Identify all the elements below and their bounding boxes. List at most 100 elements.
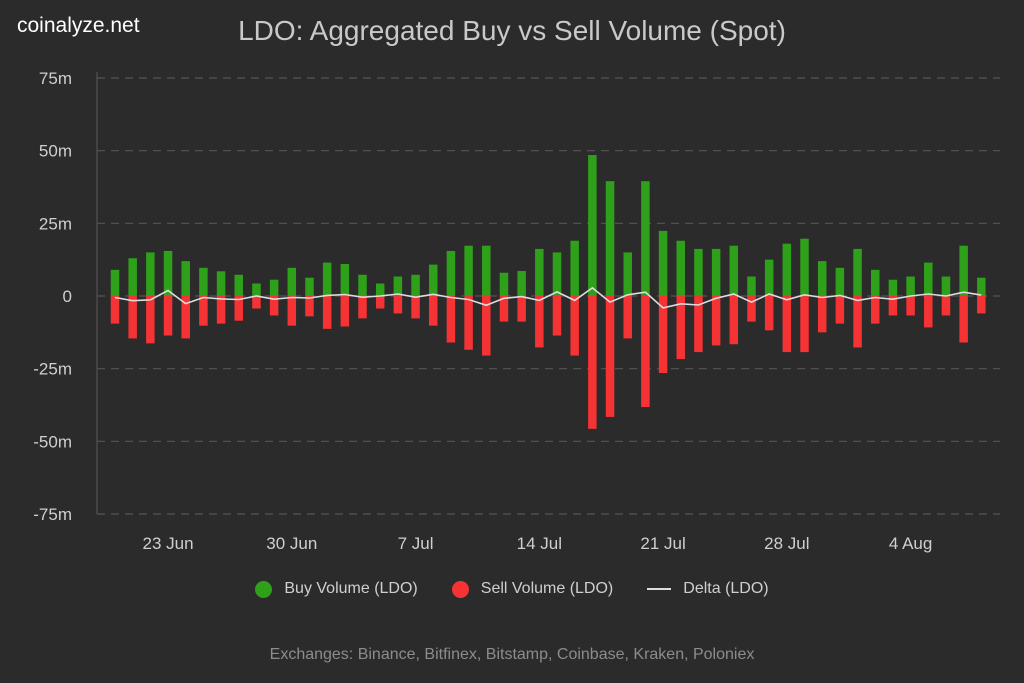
y-tick-label: -25m (33, 360, 72, 379)
buy-volume-bar (658, 230, 668, 296)
buy-volume-bar (588, 155, 597, 296)
sell-volume-bar (764, 296, 774, 331)
sell-volume-bar (322, 296, 332, 329)
buy-volume-bar (959, 245, 968, 296)
sell-volume-bar (729, 296, 739, 345)
sell-marker-icon (451, 580, 469, 598)
buy-volume-bar (853, 248, 862, 296)
buy-volume-bar (800, 238, 809, 296)
sell-volume-bar (835, 296, 845, 324)
x-tick-label: 30 Jun (266, 534, 317, 553)
sell-volume-bar (499, 296, 509, 322)
sell-volume-bar (941, 296, 951, 316)
x-tick-label: 21 Jul (640, 534, 685, 553)
buy-volume-bar (411, 274, 420, 296)
buy-volume-bar (552, 252, 562, 296)
delta-line (114, 286, 982, 309)
buy-volume-bar (322, 262, 332, 296)
buy-volume-bar (269, 279, 279, 296)
legend-sell-label: Sell Volume (LDO) (480, 580, 614, 597)
buy-volume-bar (605, 181, 615, 296)
sell-volume-bar (570, 296, 579, 356)
buy-volume-bar (747, 276, 756, 296)
sell-volume-bar (906, 296, 915, 316)
sell-volume-bar (888, 296, 898, 316)
y-tick-label: 75m (39, 69, 72, 88)
buy-volume-bar (870, 269, 880, 296)
buy-volume-bar (782, 243, 792, 296)
buy-volume-bar (181, 261, 190, 296)
legend-delta[interactable]: Delta (LDO) (647, 580, 769, 598)
sell-volume-bar (340, 296, 350, 327)
sell-volume-bar (163, 296, 173, 336)
sell-volume-bar (658, 296, 668, 374)
sell-volume-bar (305, 296, 314, 317)
buy-volume-bar (517, 271, 526, 296)
sell-volume-bar (817, 296, 827, 333)
buy-volume-bar (234, 274, 244, 296)
buy-volume-bar (446, 250, 456, 296)
legend-buy-label: Buy Volume (LDO) (284, 580, 418, 597)
buy-volume-bar (764, 259, 774, 296)
sell-volume-bar (446, 296, 456, 343)
buy-volume-bar (305, 277, 314, 296)
buy-volume-bar (711, 248, 721, 296)
y-tick-label: -75m (33, 505, 72, 524)
buy-volume-bar (977, 277, 986, 296)
y-tick-label: -50m (33, 432, 72, 451)
sell-volume-bar (782, 296, 792, 353)
legend-sell-volume[interactable]: Sell Volume (LDO) (451, 580, 614, 598)
sell-volume-bar (411, 296, 420, 319)
sell-volume-bar (623, 296, 632, 339)
sell-volume-bar (959, 296, 968, 343)
buy-volume-bar (110, 269, 120, 296)
buy-volume-bar (570, 240, 579, 296)
sell-volume-bar (605, 296, 615, 417)
legend-delta-label: Delta (LDO) (683, 580, 769, 597)
y-tick-label: 0 (63, 287, 72, 306)
legend-buy-volume[interactable]: Buy Volume (LDO) (255, 580, 418, 598)
sell-volume-bar (181, 296, 190, 339)
buy-volume-bar (835, 267, 845, 296)
sell-volume-bar (517, 296, 526, 322)
buy-volume-bar (941, 276, 951, 296)
sell-volume-bar (464, 296, 473, 350)
sell-volume-bar (711, 296, 721, 346)
sell-volume-bar (358, 296, 367, 319)
sell-volume-bar (747, 296, 756, 322)
sell-volume-bar (110, 296, 120, 324)
buy-volume-bar (128, 258, 137, 296)
sell-volume-bar (216, 296, 226, 324)
buy-marker-icon (255, 580, 273, 598)
buy-volume-bar (535, 248, 544, 296)
x-tick-label: 23 Jun (143, 534, 194, 553)
y-tick-label: 50m (39, 142, 72, 161)
buy-volume-bar (623, 252, 632, 296)
buy-volume-bar (375, 283, 385, 296)
x-tick-label: 4 Aug (889, 534, 933, 553)
exchanges-footer: Exchanges: Binance, Bitfinex, Bitstamp, … (269, 646, 755, 663)
buy-volume-bar (817, 261, 827, 296)
buy-volume-bar (906, 276, 915, 296)
sell-volume-bar (234, 296, 244, 321)
sell-volume-bar (676, 296, 686, 360)
sell-volume-bar (535, 296, 544, 348)
y-tick-label: 25m (39, 214, 72, 233)
buy-volume-bar (482, 245, 491, 296)
buy-volume-bar (252, 283, 261, 296)
buy-volume-bar (340, 264, 350, 296)
delta-line-icon (647, 588, 672, 590)
buy-volume-bar (888, 279, 898, 296)
sell-volume-bar (853, 296, 862, 348)
sell-volume-bar (128, 296, 137, 339)
sell-volume-bar (870, 296, 880, 324)
sell-volume-bar (552, 296, 562, 336)
sell-volume-bar (641, 296, 650, 408)
sell-volume-bar (924, 296, 933, 328)
buy-volume-bar (287, 267, 297, 296)
buy-volume-bar (163, 250, 173, 296)
sell-volume-bar (393, 296, 403, 314)
sell-volume-bar (482, 296, 491, 356)
legend: Buy Volume (LDO) Sell Volume (LDO) Delta… (0, 580, 1024, 598)
